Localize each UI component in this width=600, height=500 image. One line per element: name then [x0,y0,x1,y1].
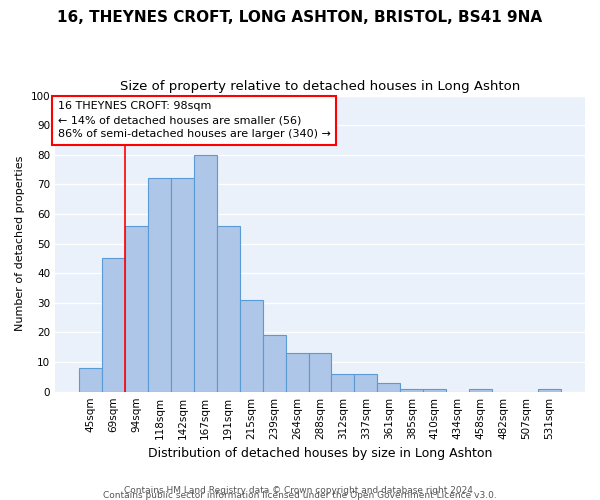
Bar [79,368,102,392]
X-axis label: Distribution of detached houses by size in Long Ashton: Distribution of detached houses by size … [148,447,492,460]
Bar [355,374,377,392]
Bar [194,155,217,392]
Bar [377,383,400,392]
Text: 16 THEYNES CROFT: 98sqm
← 14% of detached houses are smaller (56)
86% of semi-de: 16 THEYNES CROFT: 98sqm ← 14% of detache… [58,102,331,140]
Bar [263,336,286,392]
Bar [469,388,492,392]
Title: Size of property relative to detached houses in Long Ashton: Size of property relative to detached ho… [120,80,520,93]
Bar [286,353,308,392]
Bar [308,353,331,392]
Bar [148,178,171,392]
Bar [217,226,240,392]
Text: 16, THEYNES CROFT, LONG ASHTON, BRISTOL, BS41 9NA: 16, THEYNES CROFT, LONG ASHTON, BRISTOL,… [58,10,542,25]
Text: Contains public sector information licensed under the Open Government Licence v3: Contains public sector information licen… [103,490,497,500]
Bar [240,300,263,392]
Bar [538,388,561,392]
Bar [125,226,148,392]
Bar [171,178,194,392]
Y-axis label: Number of detached properties: Number of detached properties [15,156,25,332]
Text: Contains HM Land Registry data © Crown copyright and database right 2024.: Contains HM Land Registry data © Crown c… [124,486,476,495]
Bar [331,374,355,392]
Bar [102,258,125,392]
Bar [423,388,446,392]
Bar [400,388,423,392]
